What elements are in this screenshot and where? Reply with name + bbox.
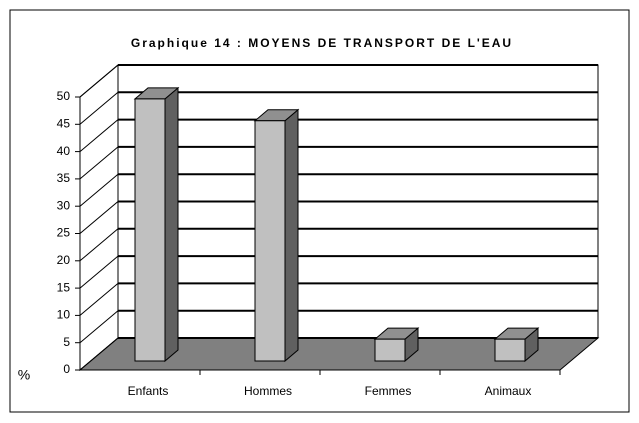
grid-line [79, 173, 119, 207]
bar-front [134, 98, 166, 362]
y-tick-label: 35 [57, 171, 71, 185]
bar-side [164, 86, 179, 363]
y-tick-label: 0 [63, 362, 70, 376]
grid-line [79, 310, 119, 344]
bar [493, 327, 540, 363]
bar-front [374, 338, 406, 362]
bar [373, 327, 420, 363]
grid-line [79, 283, 119, 316]
y-tick-label: 45 [57, 116, 71, 130]
grid-line [79, 255, 119, 289]
x-tick-label: Enfants [128, 384, 169, 398]
grid-line [79, 228, 119, 262]
bar-front [494, 338, 526, 362]
bar [253, 108, 300, 363]
grid-line [79, 146, 119, 180]
y-axis-label: % [18, 367, 30, 383]
grid-line [79, 119, 119, 152]
y-tick-label: 40 [57, 144, 71, 158]
y-tick-label: 10 [57, 308, 71, 322]
grid-line [79, 64, 119, 98]
bar-front [254, 120, 286, 362]
y-tick-label: 25 [57, 226, 71, 240]
y-tick-label: 5 [63, 335, 70, 349]
bar [133, 86, 180, 363]
y-tick-label: 20 [57, 253, 71, 267]
x-tick-label: Hommes [244, 384, 292, 398]
grid-line [79, 201, 119, 234]
x-tick-label: Animaux [485, 384, 532, 398]
grid-line [79, 337, 119, 371]
x-tick-label: Femmes [365, 384, 412, 398]
y-tick-label: 15 [57, 280, 71, 294]
y-tick-label: 30 [57, 198, 71, 212]
grid-line [79, 91, 119, 125]
bar-side [284, 108, 299, 363]
chart-title: Graphique 14 : MOYENS DE TRANSPORT DE L'… [131, 36, 513, 50]
y-tick-label: 50 [57, 89, 71, 103]
